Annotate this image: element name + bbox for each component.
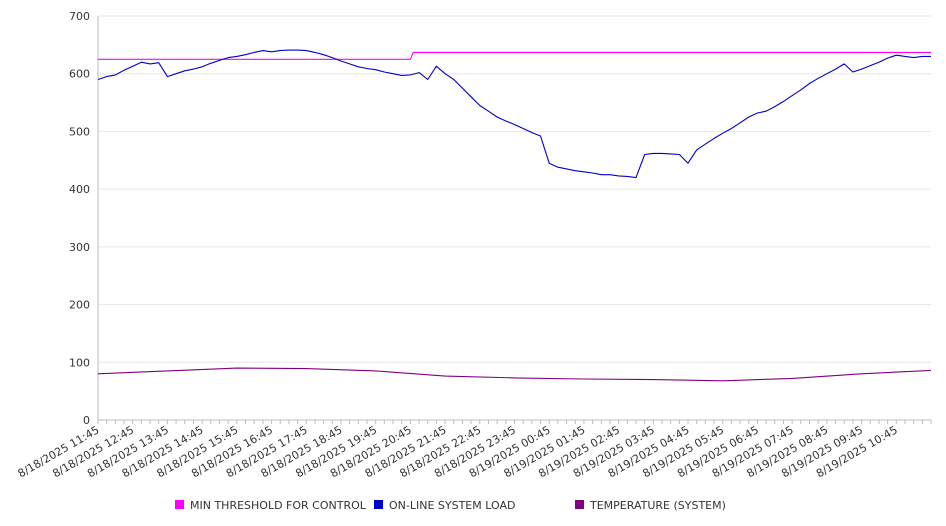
y-tick-label: 500 [69, 125, 90, 138]
y-tick-label: 300 [69, 241, 90, 254]
x-axis-ticks: 8/18/2025 11:458/18/2025 12:458/18/2025 … [16, 423, 900, 480]
legend-swatch-on-line-system-load [374, 500, 383, 509]
legend-label-temperature-system: TEMPERATURE (SYSTEM) [589, 499, 726, 512]
y-tick-label: 400 [69, 183, 90, 196]
series-line-min-threshold-for-control [98, 51, 931, 60]
legend-label-on-line-system-load: ON-LINE SYSTEM LOAD [389, 499, 515, 512]
series-lines [97, 49, 932, 382]
grid-lines [98, 15, 931, 363]
y-tick-label: 100 [69, 356, 90, 369]
y-tick-label: 700 [69, 10, 90, 23]
axes [97, 16, 932, 424]
legend-swatch-min-threshold-for-control [175, 500, 184, 509]
y-tick-label: 200 [69, 299, 90, 312]
y-axis-ticks: 0 100 200 300 400 500 600 700 [69, 10, 90, 427]
legend-label-min-threshold-for-control: MIN THRESHOLD FOR CONTROL [190, 499, 367, 512]
y-tick-label: 0 [83, 414, 90, 427]
series-line-temperature-system [97, 367, 932, 382]
legend-swatch-temperature-system [575, 500, 584, 509]
series-line-on-line-system-load [97, 49, 931, 179]
y-tick-label: 600 [69, 68, 90, 81]
legend: MIN THRESHOLD FOR CONTROL ON-LINE SYSTEM … [175, 499, 726, 512]
